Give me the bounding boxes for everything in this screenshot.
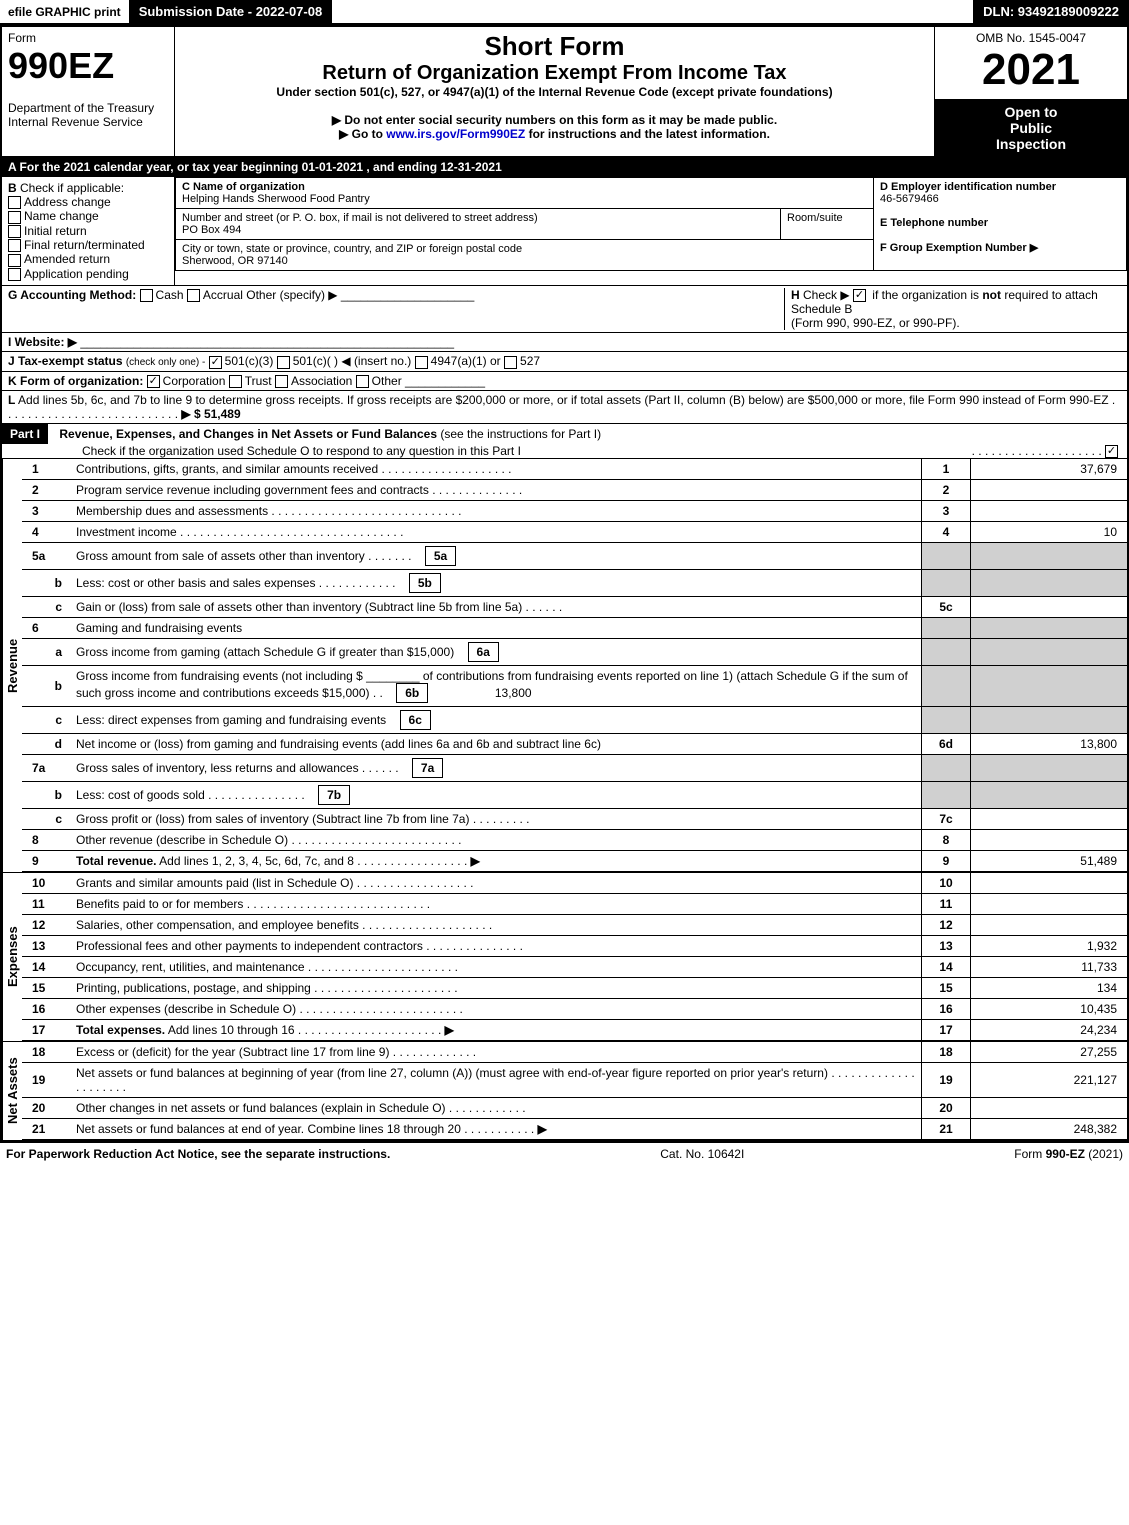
room-label: Room/suite — [787, 212, 843, 224]
amt-17: 24,234 — [971, 1019, 1128, 1040]
amt-19: 221,127 — [971, 1062, 1128, 1097]
irs-label: Internal Revenue Service — [8, 115, 143, 129]
b-check-if: Check if applicable: — [20, 181, 124, 195]
amt-12 — [971, 914, 1128, 935]
dln: DLN: 93492189009222 — [973, 0, 1129, 23]
addr: PO Box 494 — [182, 224, 241, 236]
chk-final-return[interactable] — [8, 239, 21, 252]
chk-app-pending[interactable] — [8, 268, 21, 281]
chk-527[interactable] — [504, 356, 517, 369]
chk-schedule-o[interactable] — [1105, 445, 1118, 458]
irs-link[interactable]: www.irs.gov/Form990EZ — [386, 127, 525, 141]
footer-cat: Cat. No. 10642I — [660, 1147, 744, 1161]
amt-1: 37,679 — [971, 459, 1128, 480]
amt-7c — [971, 808, 1128, 829]
part1-check-text: Check if the organization used Schedule … — [2, 444, 521, 458]
efile-label: efile GRAPHIC print — [0, 1, 129, 23]
part1-title: Revenue, Expenses, and Changes in Net As… — [51, 427, 437, 441]
section-i: I Website: ▶ ___________________________… — [0, 333, 1129, 352]
section-l: L Add lines 5b, 6c, and 7b to line 9 to … — [0, 391, 1129, 424]
section-k: K Form of organization: Corporation Trus… — [0, 372, 1129, 391]
main-title: Return of Organization Exempt From Incom… — [181, 62, 928, 85]
amt-20 — [971, 1097, 1128, 1118]
chk-schedule-b[interactable] — [853, 289, 866, 302]
d-label: D Employer identification number — [880, 181, 1056, 193]
city-label: City or town, state or province, country… — [182, 243, 522, 255]
section-a: A For the 2021 calendar year, or tax yea… — [0, 158, 1129, 177]
amt-5c — [971, 596, 1128, 617]
chk-4947[interactable] — [415, 356, 428, 369]
chk-501c[interactable] — [277, 356, 290, 369]
footer-left: For Paperwork Reduction Act Notice, see … — [6, 1147, 390, 1161]
chk-initial-return[interactable] — [8, 225, 21, 238]
chk-assoc[interactable] — [275, 375, 288, 388]
section-j: J Tax-exempt status (check only one) - 5… — [0, 352, 1129, 371]
form-number: 990EZ — [8, 45, 114, 86]
amt-3 — [971, 500, 1128, 521]
goto-note: ▶ Go to www.irs.gov/Form990EZ for instru… — [181, 127, 928, 141]
netassets-block: Net Assets 18Excess or (deficit) for the… — [0, 1042, 1129, 1142]
amt-11 — [971, 893, 1128, 914]
addr-label: Number and street (or P. O. box, if mail… — [182, 212, 538, 224]
chk-address-change[interactable] — [8, 196, 21, 209]
amt-2 — [971, 479, 1128, 500]
subtitle: Under section 501(c), 527, or 4947(a)(1)… — [181, 85, 928, 99]
omb-number: OMB No. 1545-0047 — [976, 31, 1086, 45]
amt-13: 1,932 — [971, 935, 1128, 956]
footer-right: Form 990-EZ (2021) — [1014, 1147, 1123, 1161]
chk-accrual[interactable] — [187, 289, 200, 302]
chk-name-change[interactable] — [8, 211, 21, 224]
part1-label: Part I — [2, 424, 48, 444]
part1-paren: (see the instructions for Part I) — [440, 427, 601, 441]
ssn-note: ▶ Do not enter social security numbers o… — [181, 113, 928, 127]
f-label: F Group Exemption Number ▶ — [880, 242, 1038, 254]
c-label: C Name of organization — [182, 181, 305, 193]
chk-corp[interactable] — [147, 375, 160, 388]
amt-14: 11,733 — [971, 956, 1128, 977]
short-form-title: Short Form — [181, 31, 928, 62]
amt-4: 10 — [971, 521, 1128, 542]
chk-501c3[interactable] — [209, 356, 222, 369]
section-gh: G Accounting Method: Cash Accrual Other … — [0, 286, 1129, 333]
netassets-sidebar: Net Assets — [2, 1042, 22, 1140]
page-footer: For Paperwork Reduction Act Notice, see … — [0, 1142, 1129, 1165]
dept-label: Department of the Treasury — [8, 101, 154, 115]
amt-10 — [971, 873, 1128, 894]
expenses-block: Expenses 10Grants and similar amounts pa… — [0, 873, 1129, 1042]
amt-8 — [971, 829, 1128, 850]
h-label: H — [791, 288, 800, 302]
amt-9: 51,489 — [971, 850, 1128, 871]
amt-6b-inner: 13,800 — [432, 686, 532, 700]
e-label: E Telephone number — [880, 217, 988, 229]
open-inspection-box: Open to Public Inspection — [935, 100, 1129, 158]
org-name: Helping Hands Sherwood Food Pantry — [182, 193, 370, 205]
form-word: Form — [8, 31, 36, 45]
part1-header-row: Part I Revenue, Expenses, and Changes in… — [0, 424, 1129, 459]
amt-16: 10,435 — [971, 998, 1128, 1019]
revenue-sidebar: Revenue — [2, 459, 22, 872]
tax-year: 2021 — [982, 45, 1080, 94]
expenses-sidebar: Expenses — [2, 873, 22, 1041]
amt-15: 134 — [971, 977, 1128, 998]
amt-21: 248,382 — [971, 1118, 1128, 1139]
submission-date: Submission Date - 2022-07-08 — [129, 0, 333, 23]
amt-6d: 13,800 — [971, 733, 1128, 754]
city: Sherwood, OR 97140 — [182, 255, 288, 267]
b-label: B — [8, 181, 17, 195]
form-header: Form 990EZ Department of the Treasury In… — [0, 25, 1129, 158]
chk-trust[interactable] — [229, 375, 242, 388]
top-bar: efile GRAPHIC print Submission Date - 20… — [0, 0, 1129, 25]
chk-other-org[interactable] — [356, 375, 369, 388]
chk-cash[interactable] — [140, 289, 153, 302]
amt-18: 27,255 — [971, 1042, 1128, 1063]
section-bcdef: B Check if applicable: Address change Na… — [0, 177, 1129, 286]
ein: 46-5679466 — [880, 193, 939, 205]
chk-amended[interactable] — [8, 254, 21, 267]
revenue-block: Revenue 1Contributions, gifts, grants, a… — [0, 459, 1129, 873]
g-label: G Accounting Method: — [8, 288, 136, 302]
